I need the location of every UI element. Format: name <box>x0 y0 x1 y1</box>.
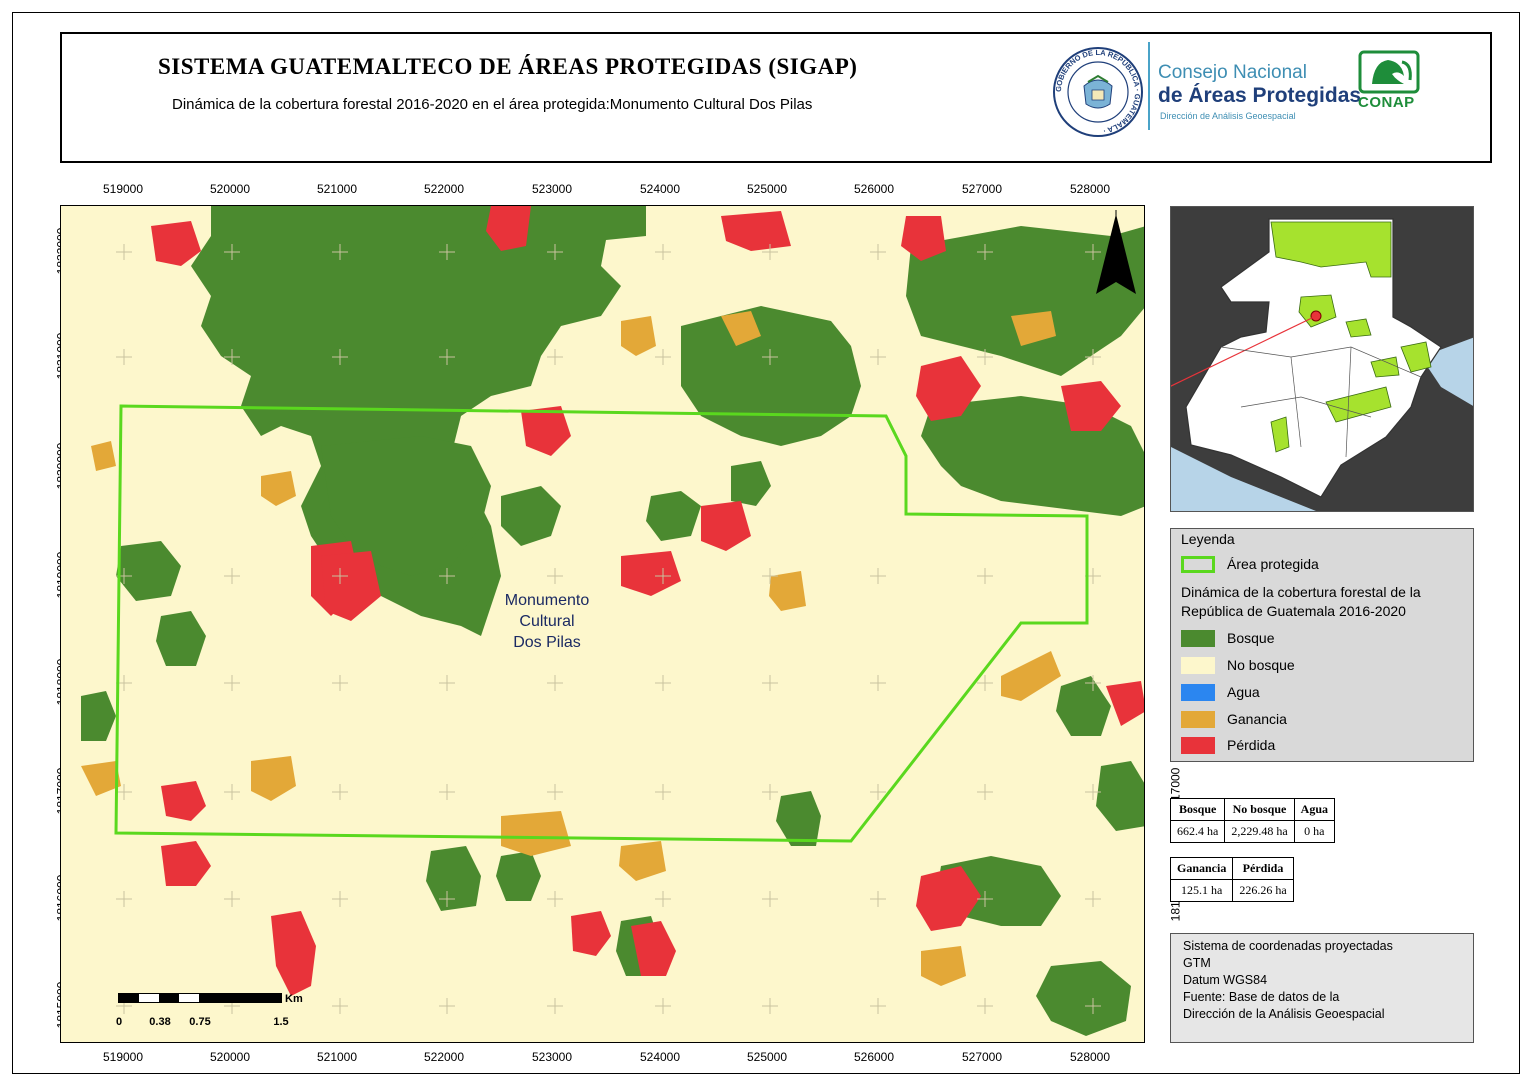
area-label-line: Monumento <box>504 592 590 609</box>
ganancia-layer <box>81 311 1061 986</box>
scale-tick: 0 <box>115 1016 123 1028</box>
legend-swatch <box>1181 556 1215 573</box>
legend-title: Leyenda <box>1181 531 1235 547</box>
table-cell: 125.1 ha <box>1169 879 1234 902</box>
header: SISTEMA GUATEMALTECO DE ÁREAS PROTEGIDAS… <box>60 32 1492 163</box>
info-line: Datum WGS84 <box>1183 973 1268 987</box>
table-header: Pérdida <box>1232 857 1294 880</box>
scale-bar <box>118 993 282 1003</box>
conap-logo <box>1358 50 1420 94</box>
north-arrow-icon <box>1096 210 1136 294</box>
perdida-layer <box>151 206 1144 996</box>
x-tick-label: 527000 <box>961 1050 1003 1064</box>
map-info-box: Sistema de coordenadas proyectadas GTM D… <box>1170 933 1474 1043</box>
main-map[interactable] <box>60 205 1145 1043</box>
department-boundaries <box>1220 346 1422 458</box>
legend-label: Bosque <box>1227 630 1275 646</box>
x-tick-label: 520000 <box>209 182 251 196</box>
legend-label: Agua <box>1227 684 1260 700</box>
stats-table-change: Ganancia Pérdida 125.1 ha 226.26 ha <box>1169 857 1294 902</box>
x-tick-label: 523000 <box>531 1050 573 1064</box>
inset-locator-map[interactable] <box>1170 206 1474 512</box>
x-tick-label: 521000 <box>316 182 358 196</box>
table-header: No bosque <box>1224 798 1295 821</box>
protected-area-label: Monumento Cultural Dos Pilas <box>496 590 598 653</box>
grid-crosses <box>116 244 1101 1014</box>
x-tick-label: 525000 <box>746 1050 788 1064</box>
info-line: Dirección de la Análisis Geoespacial <box>1183 1007 1385 1021</box>
leader-line <box>1171 315 1317 387</box>
page-frame <box>12 12 1520 1074</box>
legend-swatch <box>1181 737 1215 754</box>
table-cell: 0 ha <box>1293 820 1336 843</box>
x-tick-label: 519000 <box>102 182 144 196</box>
consejo-logo-line1: Consejo Nacional <box>1158 62 1307 83</box>
x-tick-label: 528000 <box>1069 182 1111 196</box>
map-subtitle: Dinámica de la cobertura forestal 2016-2… <box>172 96 813 113</box>
consejo-logo-line2: de Áreas Protegidas <box>1158 84 1362 107</box>
guatemala-outline <box>1185 218 1442 498</box>
x-tick-label: 527000 <box>961 182 1003 196</box>
scale-tick: 0.75 <box>189 1016 211 1028</box>
x-tick-label: 522000 <box>423 1050 465 1064</box>
info-line: GTM <box>1183 956 1211 970</box>
scale-unit: Km <box>285 993 303 1005</box>
x-tick-label: 528000 <box>1069 1050 1111 1064</box>
logo-divider <box>1148 42 1150 130</box>
x-tick-label: 520000 <box>209 1050 251 1064</box>
legend-swatch <box>1181 711 1215 728</box>
table-cell: 2,229.48 ha <box>1224 820 1295 843</box>
x-tick-label: 519000 <box>102 1050 144 1064</box>
map-canvas <box>61 206 1144 1042</box>
pacific-ocean <box>1171 447 1316 511</box>
inset-canvas <box>1171 207 1473 511</box>
info-line: Fuente: Base de datos de la <box>1183 990 1340 1004</box>
legend-label: Pérdida <box>1227 737 1276 753</box>
info-line: Sistema de coordenadas proyectadas <box>1183 939 1393 953</box>
legend-swatch <box>1181 630 1215 647</box>
table-header: Ganancia <box>1169 857 1234 880</box>
x-tick-label: 525000 <box>746 182 788 196</box>
legend: Leyenda Área protegida Dinámica de la co… <box>1170 528 1474 762</box>
table-header: Bosque <box>1169 798 1226 821</box>
scale-segment <box>139 994 159 1002</box>
legend-label: No bosque <box>1227 657 1295 673</box>
consejo-logo-line3: Dirección de Análisis Geoespacial <box>1160 111 1296 121</box>
legend-subtitle: Dinámica de la cobertura forestal de la … <box>1181 584 1421 619</box>
legend-label: Área protegida <box>1227 556 1319 572</box>
table-header: Agua <box>1293 798 1336 821</box>
x-tick-label: 526000 <box>853 182 895 196</box>
table-cell: 662.4 ha <box>1169 820 1226 843</box>
x-tick-label: 524000 <box>639 1050 681 1064</box>
x-tick-label: 526000 <box>853 1050 895 1064</box>
area-label-line: Dos Pilas <box>513 634 581 651</box>
conap-logo-text: CONAP <box>1358 94 1415 111</box>
legend-label: Ganancia <box>1227 711 1287 727</box>
map-title: SISTEMA GUATEMALTECO DE ÁREAS PROTEGIDAS… <box>158 54 858 79</box>
scale-segment <box>119 994 139 1002</box>
scale-tick: 0.38 <box>149 1016 171 1028</box>
scale-segment <box>199 994 281 1002</box>
stats-table-cover: Bosque No bosque Agua 662.4 ha 2,229.48 … <box>1169 798 1336 843</box>
table-cell: 226.26 ha <box>1232 879 1294 902</box>
protected-area-boundary <box>114 404 1089 843</box>
x-tick-label: 523000 <box>531 182 573 196</box>
area-label-line: Cultural <box>519 613 575 630</box>
legend-swatch <box>1181 684 1215 701</box>
guatemala-seal-logo: GOBIERNO DE LA REPÚBLICA · GUATEMALA · <box>1053 47 1143 137</box>
scale-segment <box>179 994 199 1002</box>
x-tick-label: 524000 <box>639 182 681 196</box>
x-tick-label: 521000 <box>316 1050 358 1064</box>
scale-segment <box>159 994 179 1002</box>
scale-tick: 1.5 <box>273 1016 289 1028</box>
legend-swatch <box>1181 657 1215 674</box>
x-tick-label: 522000 <box>423 182 465 196</box>
